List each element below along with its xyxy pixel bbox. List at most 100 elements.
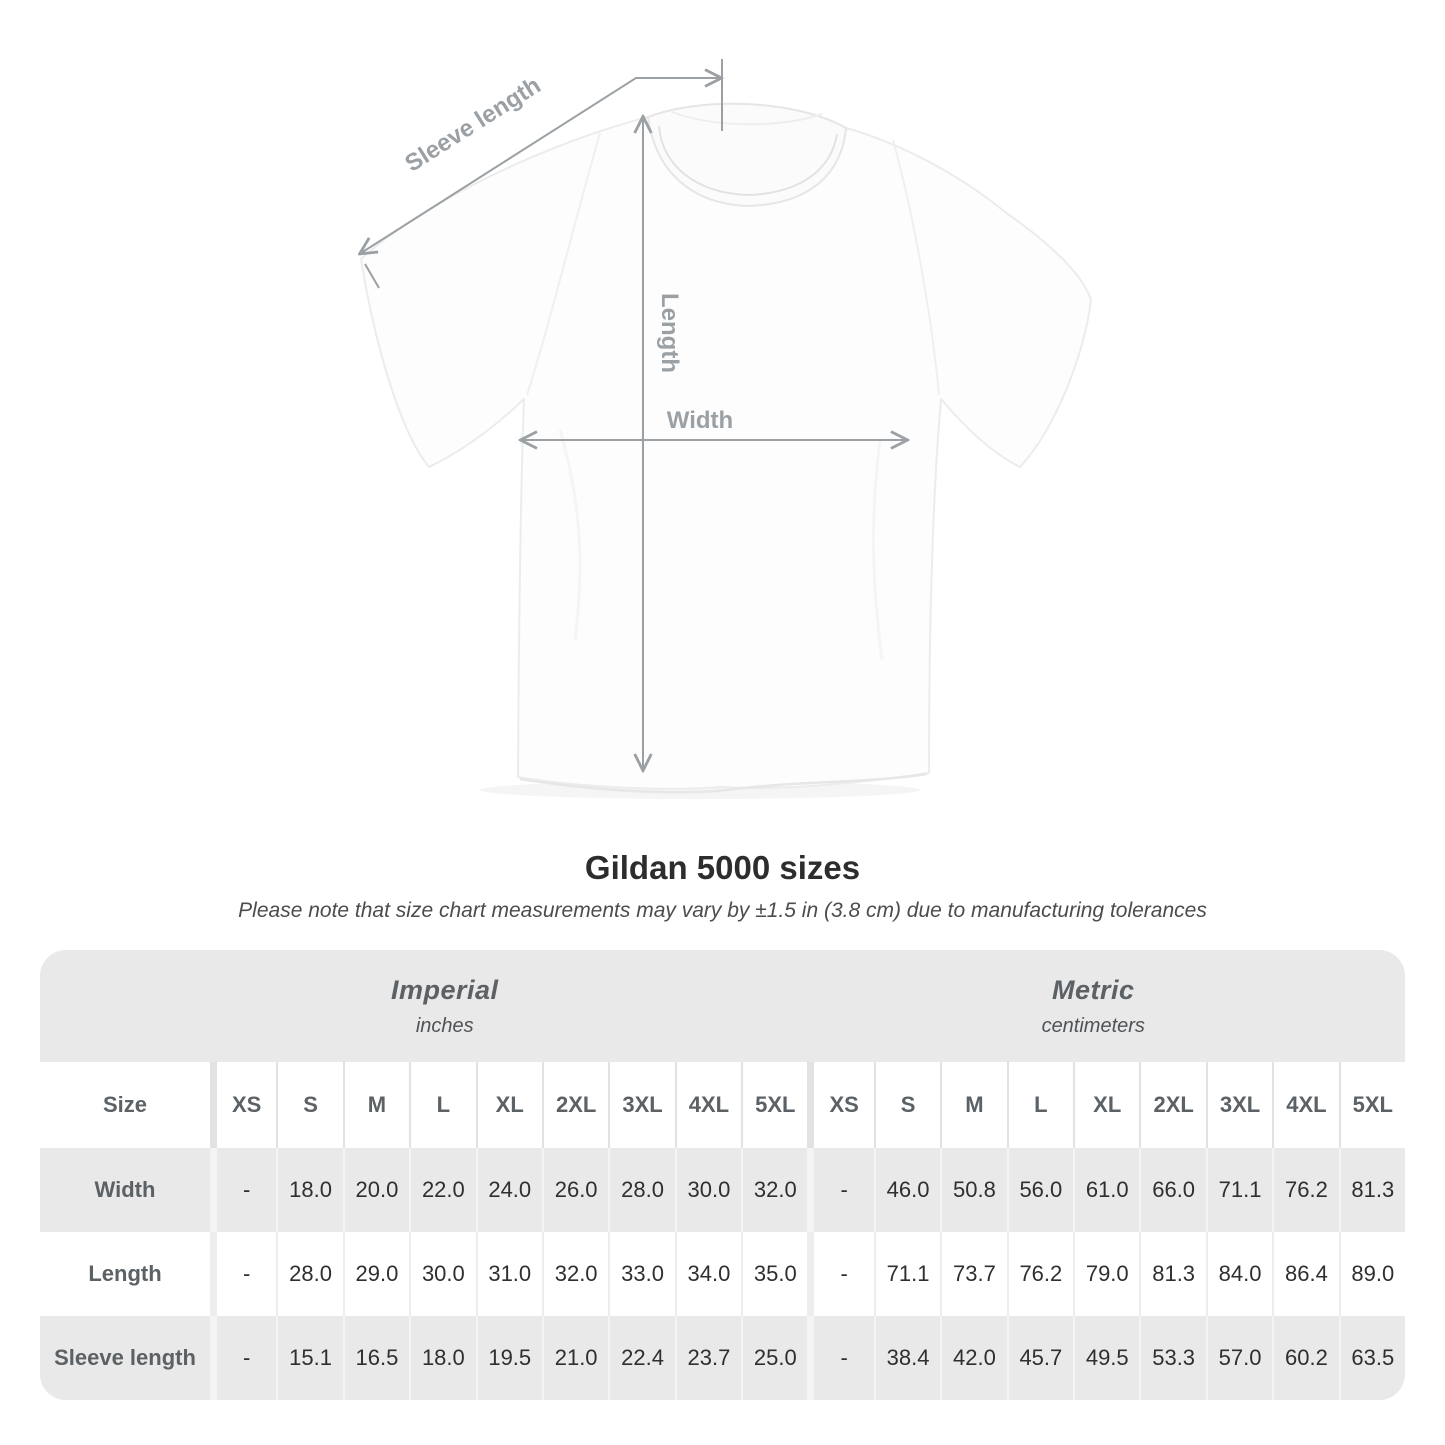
value-cell-imperial: 22.4: [608, 1316, 675, 1400]
value-cell-metric: 66.0: [1139, 1148, 1206, 1232]
value-cell-metric: 89.0: [1338, 1232, 1405, 1316]
value-cell-metric: -: [807, 1148, 874, 1232]
size-header-metric-s: S: [873, 1062, 941, 1148]
value-cell-imperial: -: [210, 1316, 277, 1400]
value-cell-metric: 76.2: [1272, 1148, 1339, 1232]
value-cell-imperial: 32.0: [741, 1148, 808, 1232]
value-cell-imperial: 16.5: [342, 1316, 410, 1400]
size-header-metric-2xl: 2XL: [1139, 1062, 1206, 1148]
value-cell-imperial: 30.0: [674, 1148, 742, 1232]
value-cell-imperial: 18.0: [276, 1148, 343, 1232]
length-label: Length: [656, 293, 683, 373]
sleeve-edge-tick: [364, 263, 380, 289]
size-header-metric-xs: XS: [807, 1062, 874, 1148]
size-header-metric-4xl: 4XL: [1272, 1062, 1339, 1148]
value-cell-imperial: 28.0: [608, 1148, 675, 1232]
value-cell-imperial: 31.0: [475, 1232, 542, 1316]
right-sleeve-seam: [892, 139, 940, 396]
size-header-imperial-2xl: 2XL: [541, 1062, 609, 1148]
measurement-row: Length -28.0 29.0 30.0 31.0 32.0 33.0 34.0 35.0-…: [40, 1232, 1405, 1316]
body-wrinkle-right: [871, 439, 884, 661]
size-header-imperial-l: L: [409, 1062, 476, 1148]
size-header-metric-l: L: [1006, 1062, 1074, 1148]
value-cell-metric: 45.7: [1006, 1316, 1074, 1400]
value-cell-imperial: 24.0: [475, 1148, 542, 1232]
tshirt-illustration: [360, 102, 1092, 799]
value-cell-metric: 86.4: [1272, 1232, 1339, 1316]
size-header-metric-xl: XL: [1073, 1062, 1140, 1148]
value-cell-imperial: 21.0: [541, 1316, 609, 1400]
value-cell-metric: 38.4: [873, 1316, 941, 1400]
page-title: Gildan 5000 sizes: [584, 849, 861, 886]
value-cell-metric: 73.7: [940, 1232, 1007, 1316]
value-cell-imperial: 20.0: [342, 1148, 410, 1232]
unit-band-row: Imperial inches Metric centimeters: [40, 950, 1405, 1062]
value-cell-imperial: -: [210, 1232, 277, 1316]
value-cell-metric: 42.0: [940, 1316, 1007, 1400]
unit-group-label: Metric: [1051, 974, 1135, 1005]
row-label: Length: [40, 1232, 210, 1316]
unit-group-imperial: Imperial inches: [40, 950, 808, 1062]
size-column-header: Size: [40, 1062, 210, 1148]
value-cell-metric: 49.5: [1073, 1316, 1140, 1400]
value-cell-metric: 81.3: [1338, 1148, 1405, 1232]
value-cell-metric: 81.3: [1139, 1232, 1206, 1316]
value-cell-imperial: 29.0: [342, 1232, 410, 1316]
value-cell-metric: 56.0: [1006, 1148, 1074, 1232]
value-cell-imperial: 26.0: [541, 1148, 609, 1232]
value-cell-metric: 71.1: [873, 1232, 941, 1316]
size-header-imperial-m: M: [342, 1062, 410, 1148]
size-chart-table: Imperial inches Metric centimeters Size XS S M L…: [40, 950, 1405, 1400]
tolerance-note: Please note that size chart measurements…: [238, 899, 1207, 922]
size-header-imperial-xl: XL: [475, 1062, 542, 1148]
sleeve-length-arrow: [361, 78, 720, 253]
value-cell-imperial: 32.0: [541, 1232, 609, 1316]
size-header-metric-5xl: 5XL: [1338, 1062, 1405, 1148]
size-header-imperial-xs: XS: [210, 1062, 277, 1148]
value-cell-metric: 46.0: [873, 1148, 941, 1232]
value-cell-imperial: 34.0: [674, 1232, 742, 1316]
value-cell-imperial: 19.5: [475, 1316, 542, 1400]
unit-group-metric: Metric centimeters: [808, 950, 1406, 1062]
value-cell-imperial: 15.1: [276, 1316, 343, 1400]
size-header-imperial-3xl: 3XL: [608, 1062, 675, 1148]
value-cell-imperial: 23.7: [674, 1316, 742, 1400]
value-cell-imperial: 25.0: [741, 1316, 808, 1400]
measurement-row: Sleeve length -15.1 16.5 18.0 19.5 21.0 22.4 23…: [40, 1316, 1405, 1400]
value-cell-metric: 50.8: [940, 1148, 1007, 1232]
value-cell-imperial: 22.0: [409, 1148, 476, 1232]
value-cell-metric: 57.0: [1205, 1316, 1273, 1400]
value-cell-metric: 71.1: [1205, 1148, 1273, 1232]
size-header-imperial-s: S: [276, 1062, 343, 1148]
value-cell-imperial: 33.0: [608, 1232, 675, 1316]
value-cell-imperial: 35.0: [741, 1232, 808, 1316]
value-cell-metric: 76.2: [1006, 1232, 1074, 1316]
size-header-imperial-4xl: 4XL: [674, 1062, 742, 1148]
size-header-metric-3xl: 3XL: [1205, 1062, 1273, 1148]
unit-group-label: Imperial: [390, 974, 499, 1005]
width-label: Width: [667, 407, 733, 434]
unit-group-sublabel: inches: [415, 1014, 474, 1037]
value-cell-metric: 84.0: [1205, 1232, 1273, 1316]
value-cell-metric: -: [807, 1316, 874, 1400]
unit-group-sublabel: centimeters: [1041, 1014, 1145, 1037]
value-cell-metric: 61.0: [1073, 1148, 1140, 1232]
size-header-row: Size XS S M L XL 2XL 3XL 4XL 5XL XS S M L XL 2XL 3XL 4XL 5…: [40, 1062, 1405, 1148]
measurement-row: Width -18.0 20.0 22.0 24.0 26.0 28.0 30.0 32.0-4…: [40, 1148, 1405, 1232]
hem-fold: [519, 772, 928, 794]
shirt-body: [360, 102, 1092, 790]
value-cell-imperial: -: [210, 1148, 277, 1232]
row-label: Sleeve length: [40, 1316, 210, 1400]
value-cell-metric: -: [807, 1232, 874, 1316]
row-label: Width: [40, 1148, 210, 1232]
size-header-imperial-5xl: 5XL: [741, 1062, 808, 1148]
value-cell-imperial: 18.0: [409, 1316, 476, 1400]
value-cell-metric: 79.0: [1073, 1232, 1140, 1316]
value-cell-metric: 63.5: [1338, 1316, 1405, 1400]
tshirt-measurement-diagram: Sleeve length Length Width: [0, 59, 1092, 799]
value-cell-metric: 60.2: [1272, 1316, 1339, 1400]
value-cell-metric: 53.3: [1139, 1316, 1206, 1400]
size-header-metric-m: M: [940, 1062, 1007, 1148]
body-wrinkle-left: [558, 429, 582, 641]
